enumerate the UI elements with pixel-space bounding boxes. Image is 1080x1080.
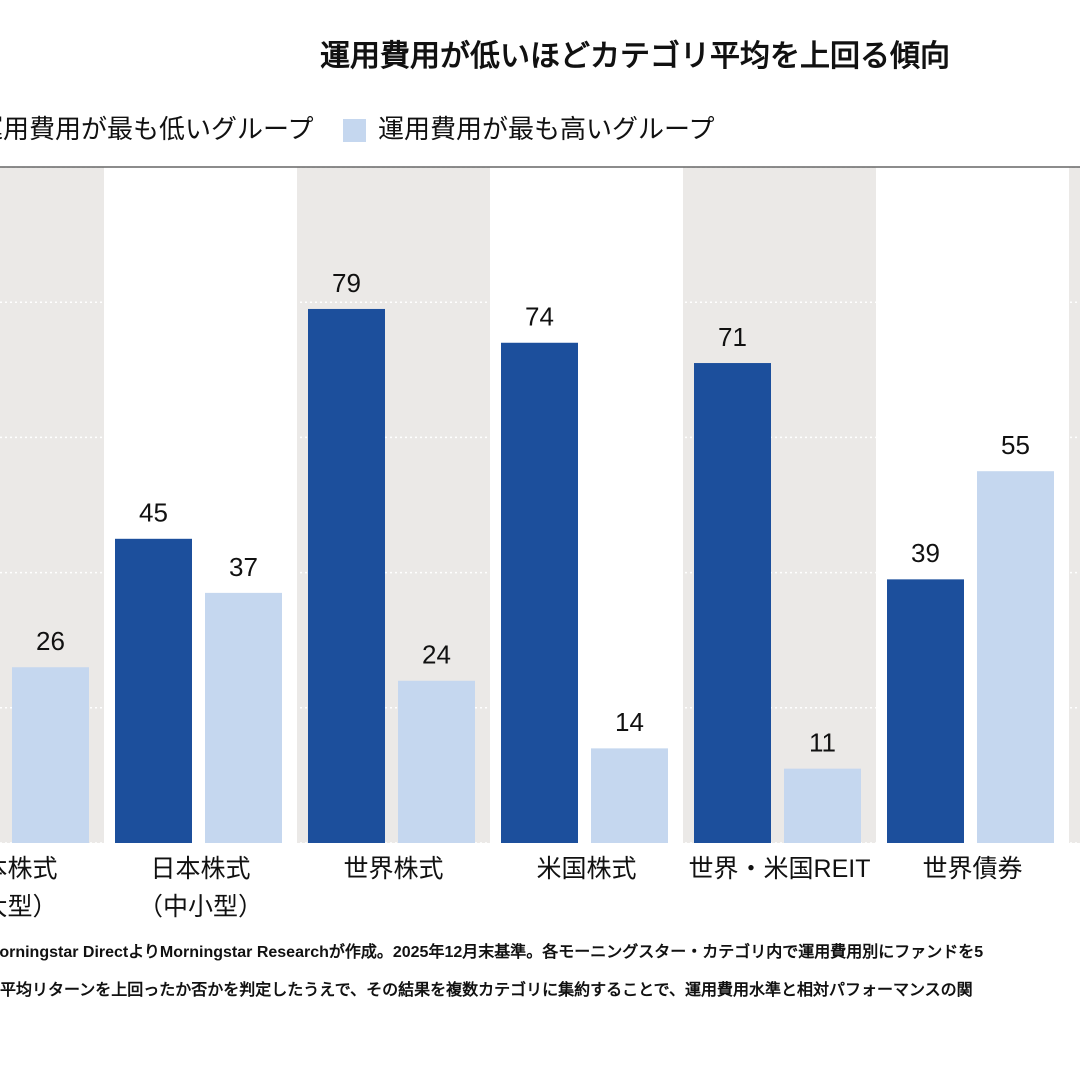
value-label: 39 xyxy=(911,538,940,568)
footnote: Morningstar DirectよりMorningstar Research… xyxy=(0,942,983,961)
band-bg xyxy=(1069,167,1080,843)
bar xyxy=(12,667,89,843)
legend-swatch xyxy=(343,119,366,142)
x-tick-label: 米国株式 xyxy=(536,855,636,883)
x-tick-label: 世界債券 xyxy=(922,855,1022,883)
legend-label: 運用費用が最も高いグループ xyxy=(378,114,714,144)
bar xyxy=(398,680,475,843)
value-label: 11 xyxy=(809,728,836,758)
value-label: 74 xyxy=(525,302,554,332)
bar xyxy=(308,308,385,844)
value-label: 79 xyxy=(332,268,361,298)
chart-title: 運用費用が低いほどカテゴリ平均を上回る傾向 xyxy=(320,39,950,73)
value-label: 37 xyxy=(229,552,258,582)
footnote: 平均リターンを上回ったか否かを判定したうえで、その結果を複数カテゴリに集約するこ… xyxy=(0,980,973,999)
value-label: 45 xyxy=(139,498,168,528)
bar xyxy=(977,471,1054,843)
x-tick-label: 世界・米国REIT xyxy=(689,855,871,883)
value-label: 71 xyxy=(718,322,747,352)
x-tick-label: 日本株式（中小型） xyxy=(138,855,263,921)
value-label: 26 xyxy=(36,626,65,656)
x-tick-label: 日本株式（大型） xyxy=(0,855,58,921)
legend-label: 運用費用が最も低いグループ xyxy=(0,114,313,144)
bar xyxy=(205,592,282,843)
x-tick-label: 世界株式 xyxy=(343,855,443,883)
value-label: 55 xyxy=(1001,430,1030,460)
bar xyxy=(591,748,668,843)
bar xyxy=(784,768,861,843)
value-label: 14 xyxy=(615,707,644,737)
value-label: 24 xyxy=(422,640,451,670)
bar xyxy=(501,342,578,843)
bar xyxy=(115,538,192,843)
bar xyxy=(694,363,771,843)
bar xyxy=(887,579,964,843)
